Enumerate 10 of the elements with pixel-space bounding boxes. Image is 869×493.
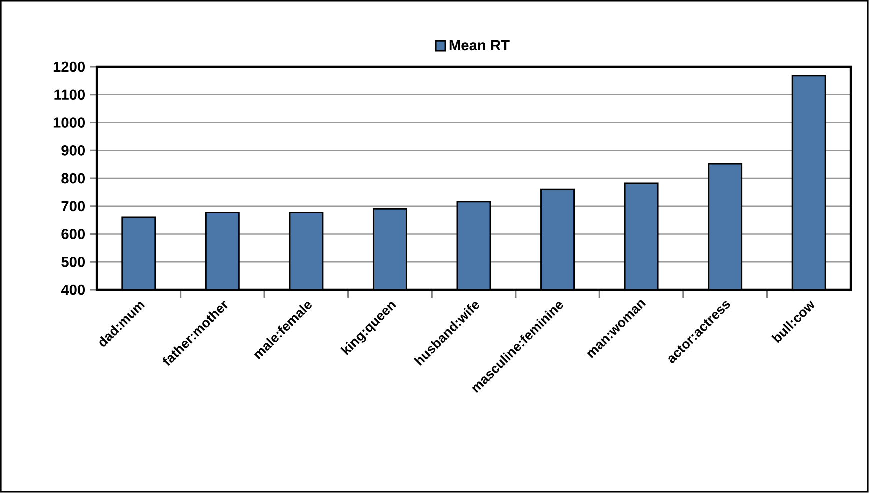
y-tick-label: 1000 — [54, 118, 86, 128]
y-tick-label: 900 — [62, 145, 86, 156]
y-tick-label: 600 — [62, 229, 86, 240]
y-tick-label: 800 — [62, 173, 86, 184]
y-tick-label: 400 — [61, 284, 86, 296]
y-tick-label: 1200 — [54, 62, 86, 72]
y-tick-label: 1100 — [54, 90, 86, 100]
y-tick-label: 500 — [62, 256, 86, 268]
y-tick-label: 700 — [62, 201, 86, 212]
legend-label: Mean RT — [450, 40, 510, 51]
